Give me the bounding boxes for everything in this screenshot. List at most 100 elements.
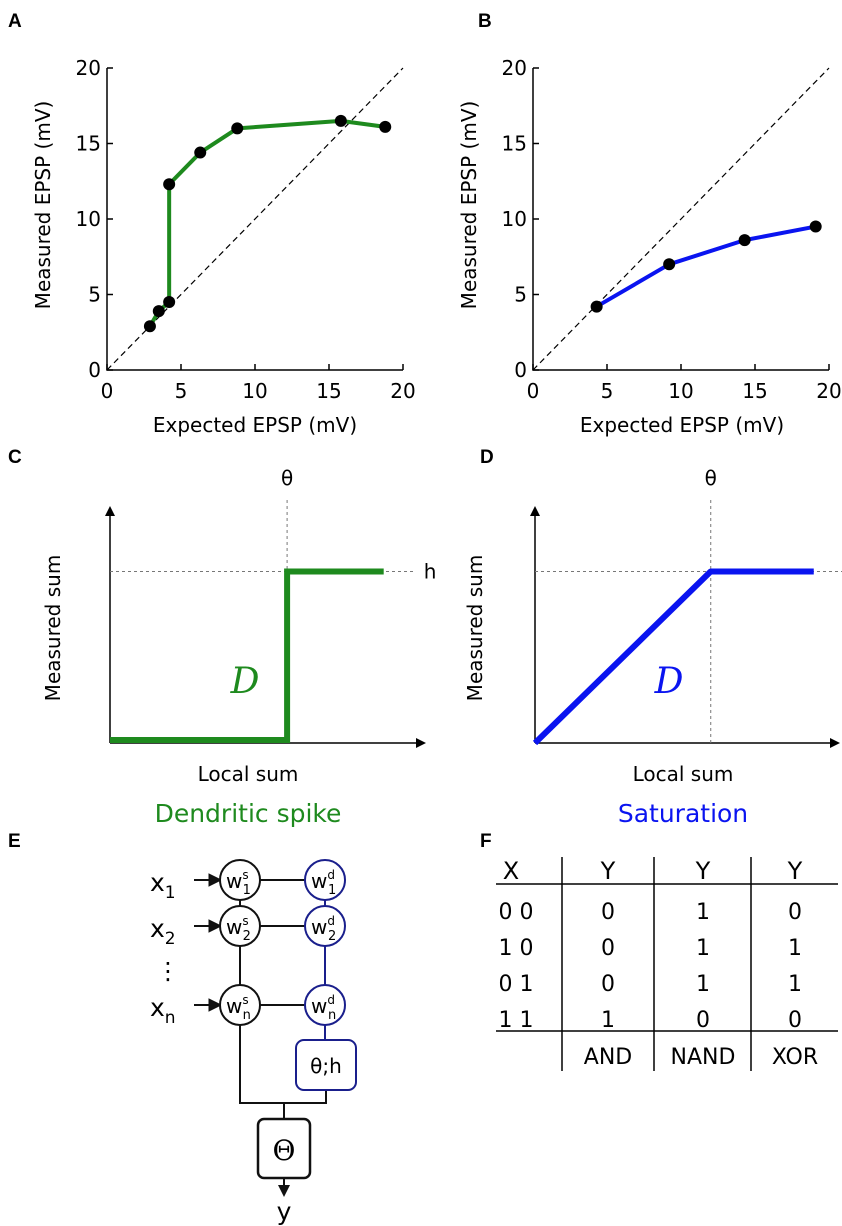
panel-d-curve — [532, 568, 814, 746]
soma-weight-circle-n — [219, 984, 261, 1026]
y-tick-label: 0 — [88, 358, 101, 382]
soma-weight-2: ws 2 — [226, 914, 251, 944]
panel-b-plot: 0 5 10 15 20 0 5 10 15 20 Expected EPSP (mV) Meas… — [457, 56, 842, 437]
dendrite-weights: wd 1 wd 2 wd n — [304, 859, 346, 1026]
table-row-1-and: 0 — [601, 900, 615, 925]
dendrite-weight-2: wd 2 — [311, 914, 336, 944]
panel-d-caption: Saturation — [618, 799, 748, 828]
panel-c-curve-label: D — [230, 661, 260, 702]
panel-b-series-line — [595, 224, 817, 309]
table-row-4-and: 1 — [601, 1008, 615, 1033]
table-row-1-xor: 0 — [788, 900, 802, 925]
table-footer-nand: NAND — [671, 1045, 736, 1070]
y-tick-label: 10 — [502, 207, 527, 231]
data-point — [738, 234, 751, 247]
panel-c-curve — [110, 568, 384, 743]
dendrite-weight-sup-2: d — [327, 914, 335, 928]
data-point — [143, 320, 156, 333]
table-header-xor: Y — [787, 857, 803, 885]
panel-a-series-line — [148, 118, 386, 328]
panel-d-xlabel: Local sum — [633, 762, 734, 786]
soma-weights: ws 1 ws 2 ws n — [219, 859, 261, 1026]
input-arrowhead-2 — [208, 919, 223, 933]
table-row-3-xor: 1 — [788, 972, 802, 997]
input-arrows — [194, 873, 223, 1012]
x-tick-label: 15 — [742, 379, 767, 403]
soma-weight-sub-1: 1 — [243, 883, 251, 898]
data-point — [163, 178, 176, 191]
input-label-1: x1 — [150, 868, 176, 903]
panel-c-ylabel: Measured sum — [41, 555, 65, 702]
dendrite-weight-sup-n: d — [327, 993, 335, 1007]
data-point — [379, 120, 392, 133]
panel-b-identity-line — [532, 67, 830, 371]
panel-b-xlabel: Expected EPSP (mV) — [580, 413, 784, 437]
x-tick-label: 10 — [242, 379, 267, 403]
input-sub-2: 2 — [165, 929, 176, 949]
panel-a-ticks: 0 5 10 15 20 0 5 10 15 20 — [76, 56, 416, 403]
data-point — [194, 146, 207, 159]
y-tick-label: 20 — [76, 56, 101, 80]
soma-wiring — [239, 879, 327, 1186]
x-tick-label: 0 — [527, 379, 540, 403]
output-label: y — [277, 1197, 292, 1226]
output-threshold-box — [256, 1117, 312, 1180]
table-row-3-and: 0 — [601, 972, 615, 997]
soma-weight-sym-n: w — [226, 994, 242, 1018]
input-sub-1: 1 — [165, 883, 176, 903]
dendrite-threshold-label: θ;h — [310, 1054, 342, 1078]
panel-c-height-label: h — [424, 559, 437, 583]
panel-c-plot: θ h D Local sum Measured sum Dendritic s… — [41, 466, 436, 828]
panel-label-c: C — [8, 447, 22, 468]
panel-a-points — [143, 114, 392, 333]
panel-b-points — [590, 220, 822, 313]
data-point — [152, 305, 165, 318]
dendrite-weight-n: wd n — [311, 993, 336, 1023]
dendrite-weight-circle-2 — [304, 905, 346, 947]
table-header-and: Y — [600, 857, 616, 885]
panel-d-curve-label: D — [654, 661, 684, 702]
dendrite-weight-sub-1: 1 — [328, 883, 336, 898]
x-tick-label: 5 — [175, 379, 188, 403]
panel-label-a: A — [8, 11, 22, 32]
panel-label-d: D — [480, 447, 494, 468]
x-tick-label: 0 — [101, 379, 114, 403]
y-tick-label: 15 — [502, 132, 527, 156]
table-header-x: X — [503, 857, 519, 885]
panel-c-xlabel: Local sum — [198, 762, 299, 786]
table-row-2-x: 1 0 — [499, 936, 534, 961]
input-sym-2: x — [150, 914, 165, 943]
input-label-2: x2 — [150, 914, 176, 949]
dendrite-weight-sub-n: n — [328, 1008, 336, 1023]
soma-weight-sup-n: s — [242, 993, 248, 1007]
panel-c-threshold-label: θ — [281, 466, 293, 490]
dendrite-weight-sym-2: w — [311, 915, 327, 939]
table-row-2-nand: 1 — [696, 936, 710, 961]
x-tick-label: 15 — [316, 379, 341, 403]
input-arrowhead-n — [208, 998, 223, 1012]
soma-weight-sym-1: w — [226, 869, 242, 893]
soma-weight-circle-1 — [219, 859, 261, 901]
table-row-1-x: 0 0 — [499, 900, 534, 925]
dendrite-weight-sub-2: 2 — [328, 929, 336, 944]
panel-f-truth-table: X Y Y Y 0 0 0 1 0 1 0 0 1 1 0 1 0 1 1 1 … — [496, 857, 838, 1071]
panel-c-x-arrow — [416, 738, 426, 748]
y-tick-label: 15 — [76, 132, 101, 156]
table-header-nand: Y — [695, 857, 711, 885]
soma-weight-sup-2: s — [242, 914, 248, 928]
table-row-3-x: 0 1 — [499, 972, 534, 997]
panel-d-ylabel: Measured sum — [463, 555, 487, 702]
dendrite-weight-sym-n: w — [311, 994, 327, 1018]
table-row-4-nand: 0 — [696, 1008, 710, 1033]
panel-a-identity-line — [106, 67, 404, 371]
input-sym-1: x — [150, 868, 165, 897]
soma-weight-sub-n: n — [243, 1008, 251, 1023]
panel-label-f: F — [480, 831, 492, 852]
panel-d-y-arrow — [530, 506, 540, 516]
soma-weight-n: ws n — [226, 993, 251, 1023]
panel-b-ticks: 0 5 10 15 20 0 5 10 15 20 — [502, 56, 842, 403]
panel-d-threshold-label: θ — [705, 466, 717, 490]
soma-weight-sup-1: s — [242, 868, 248, 882]
y-tick-label: 10 — [76, 207, 101, 231]
